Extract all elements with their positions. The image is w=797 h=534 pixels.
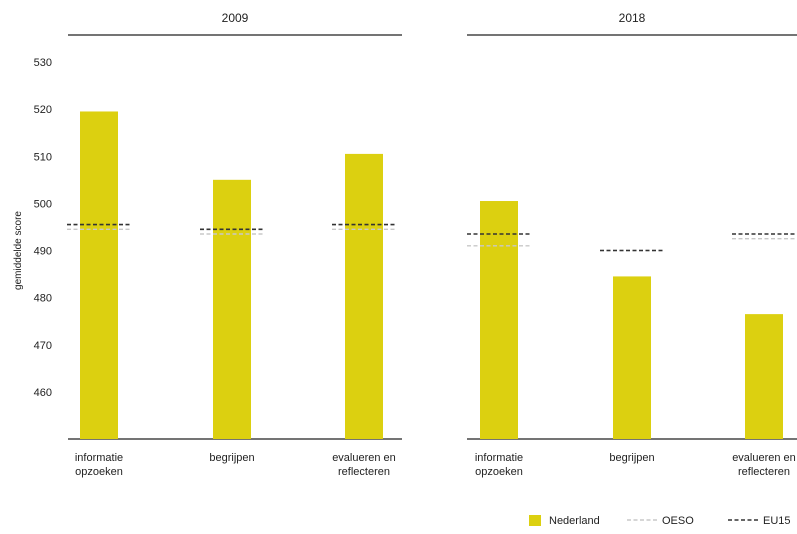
x-tick-label: evalueren en reflecteren bbox=[332, 452, 396, 478]
x-tick-label: informatie opzoeken bbox=[475, 452, 523, 478]
panel-title: 2009 bbox=[222, 11, 249, 25]
legend-label: Nederland bbox=[549, 515, 600, 527]
y-tick-label: 490 bbox=[34, 246, 52, 258]
bar-nederland bbox=[213, 179, 251, 439]
y-tick-label: 510 bbox=[34, 151, 52, 163]
y-tick-label: 530 bbox=[34, 57, 52, 69]
bar-nederland bbox=[480, 201, 518, 439]
y-tick-label: 480 bbox=[34, 293, 52, 305]
bar-nederland bbox=[345, 153, 383, 440]
y-tick-label: 520 bbox=[34, 104, 52, 116]
bar-nederland bbox=[613, 276, 651, 439]
x-tick-label: begrijpen bbox=[209, 452, 254, 464]
panel-title: 2018 bbox=[619, 11, 646, 25]
y-axis-label: gemiddelde score bbox=[13, 211, 24, 290]
y-tick-label: 470 bbox=[34, 340, 52, 352]
legend-label: EU15 bbox=[763, 515, 791, 527]
bar-nederland bbox=[80, 111, 118, 439]
legend-swatch-nederland bbox=[529, 515, 541, 526]
x-tick-label: begrijpen bbox=[609, 452, 654, 464]
y-tick-label: 460 bbox=[34, 387, 52, 399]
y-tick-label: 500 bbox=[34, 198, 52, 210]
x-tick-label: informatie opzoeken bbox=[75, 452, 123, 478]
legend-label: OESO bbox=[662, 515, 694, 527]
x-tick-label: evalueren en reflecteren bbox=[732, 452, 796, 478]
bar-nederland bbox=[745, 314, 783, 439]
